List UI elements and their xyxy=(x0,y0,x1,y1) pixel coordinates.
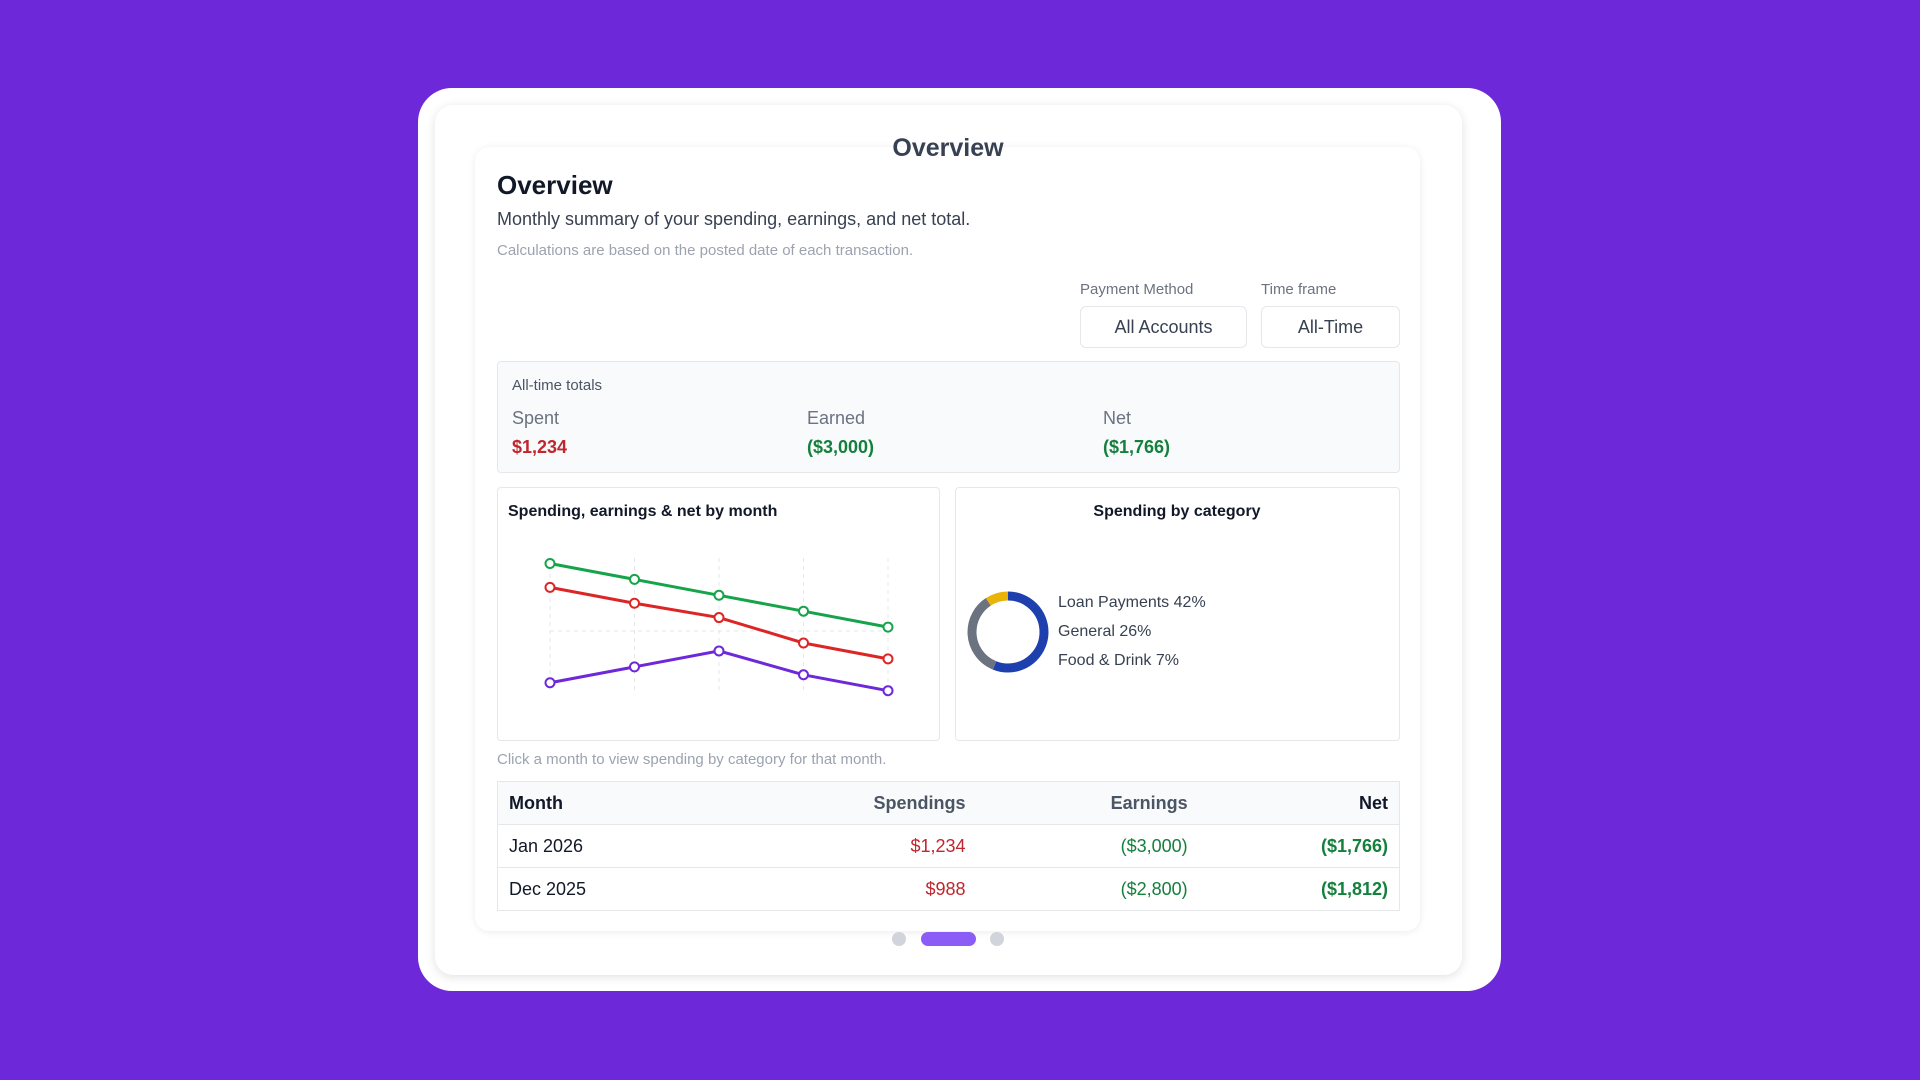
column-header: Month xyxy=(497,781,721,825)
legend-label: Loan Payments xyxy=(1058,594,1169,611)
line-chart: Spending, earnings & net by month xyxy=(508,503,894,697)
table-cell: $988 xyxy=(720,867,977,911)
point xyxy=(713,612,725,624)
page-dot[interactable] xyxy=(990,932,1004,946)
table-row: Jan 2026 $1,234 ($3,000) ($1,766) xyxy=(497,824,1400,868)
legend-label: General xyxy=(1058,623,1115,640)
point xyxy=(629,573,640,585)
point xyxy=(882,621,894,633)
point xyxy=(544,581,556,593)
subtitle: Monthly summary of your spending, earnin… xyxy=(497,209,971,229)
donut-chart: Spending by category Loan Payments 42% Ge… xyxy=(967,503,1261,673)
donut-segment xyxy=(967,591,1049,673)
note: Calculations are based on the posted dat… xyxy=(497,242,914,259)
point xyxy=(629,597,640,609)
legend-value: 26% xyxy=(1119,623,1151,640)
point xyxy=(882,685,894,697)
card-title: Overview xyxy=(892,134,1004,162)
filter-label: Time frame xyxy=(1261,281,1337,298)
point xyxy=(882,653,894,665)
point xyxy=(629,661,640,673)
legend-entry: General 26% xyxy=(1058,623,1151,640)
point xyxy=(713,589,725,601)
chart-title: Spending by category xyxy=(1093,503,1260,520)
table-note: Click a month to view spending by catego… xyxy=(497,751,887,768)
total-label: Earned xyxy=(807,408,866,428)
legend-entry: Loan Payments 42% xyxy=(1058,594,1206,611)
timeframe-select[interactable]: All-Time xyxy=(1261,306,1400,348)
point xyxy=(544,677,556,689)
point xyxy=(544,557,556,569)
total-value: ($1,766) xyxy=(1103,437,1171,457)
total-label: Spent xyxy=(512,408,560,428)
legend-value: 7% xyxy=(1156,652,1179,669)
column-header: Net xyxy=(1198,781,1400,825)
totals-title: All-time totals xyxy=(512,377,603,394)
page-dot-active[interactable] xyxy=(921,932,976,946)
table-cell: ($1,766) xyxy=(1198,824,1400,868)
table-cell: Dec 2025 xyxy=(497,867,721,911)
point xyxy=(798,669,809,681)
point xyxy=(798,605,809,617)
chart-title: Spending, earnings & net by month xyxy=(508,503,777,520)
point xyxy=(713,645,725,657)
point xyxy=(798,637,809,649)
legend-label: Food & Drink xyxy=(1058,652,1152,669)
table-cell: Jan 2026 xyxy=(497,824,721,868)
donut-segment xyxy=(967,591,1049,673)
month-table: Month Spendings Earnings Net Jan 2026 $1,… xyxy=(497,781,1400,911)
column-header: Earnings xyxy=(976,781,1199,825)
page-dot[interactable] xyxy=(892,932,906,946)
table-cell: ($2,800) xyxy=(976,867,1199,911)
legend-entry: Food & Drink 7% xyxy=(1058,652,1179,669)
totals-box xyxy=(497,361,1400,473)
line-chart-box: Spending, earnings & net by month xyxy=(497,487,940,741)
header-row: Month Spendings Earnings Net xyxy=(497,781,1400,825)
table-cell: ($1,812) xyxy=(1198,867,1400,911)
total-label: Net xyxy=(1103,408,1132,428)
filter-label: Payment Method xyxy=(1080,281,1194,298)
table-cell: ($3,000) xyxy=(976,824,1199,868)
table-row: Dec 2025 $988 ($2,800) ($1,812) xyxy=(497,867,1400,911)
payment-select[interactable]: All Accounts xyxy=(1080,306,1247,348)
legend-value: 42% xyxy=(1174,594,1206,611)
table-cell: $1,234 xyxy=(720,824,977,868)
heading: Overview xyxy=(497,170,613,200)
donut-chart-box: Spending by category Loan Payments 42% Ge… xyxy=(955,487,1400,741)
total-value: $1,234 xyxy=(512,437,568,457)
column-header: Spendings xyxy=(720,781,977,825)
total-value: ($3,000) xyxy=(807,437,875,457)
